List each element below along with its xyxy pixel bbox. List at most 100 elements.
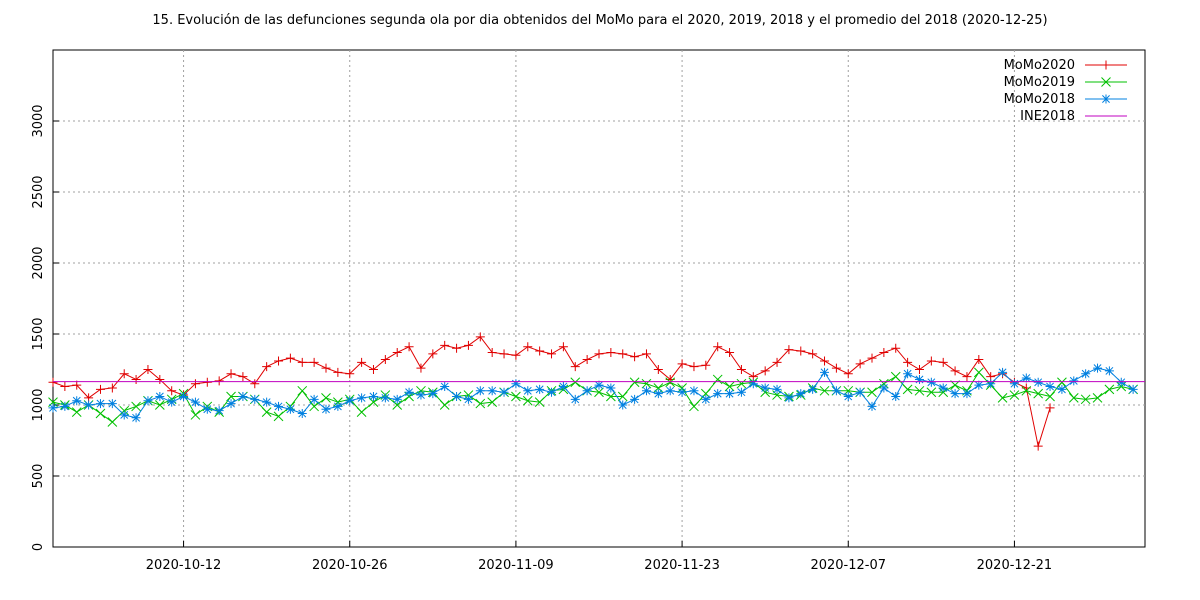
data-point — [392, 347, 402, 357]
data-point — [321, 404, 331, 414]
data-point — [725, 389, 735, 399]
data-point — [1033, 388, 1044, 399]
data-point — [796, 346, 806, 356]
data-point — [226, 369, 236, 379]
data-point — [808, 384, 818, 394]
data-point — [677, 387, 687, 397]
data-point — [463, 394, 473, 404]
data-point — [452, 343, 462, 353]
data-point — [190, 397, 200, 407]
data-point — [831, 386, 841, 396]
data-point — [630, 352, 640, 362]
data-point — [499, 387, 509, 397]
x-tick-label: 2020-12-21 — [977, 558, 1053, 573]
legend-label: INE2018 — [1020, 109, 1075, 124]
data-point — [119, 369, 129, 379]
data-point — [297, 385, 308, 396]
data-point — [523, 386, 533, 396]
series-line — [52, 371, 1134, 423]
data-point — [357, 357, 367, 367]
data-point — [368, 365, 378, 374]
data-point — [428, 389, 438, 399]
data-point — [262, 397, 272, 407]
data-point — [594, 387, 604, 398]
data-point — [867, 353, 877, 363]
data-point — [701, 394, 711, 404]
data-point — [713, 389, 723, 399]
data-point — [570, 362, 580, 372]
data-point — [72, 380, 82, 390]
data-point — [606, 391, 616, 402]
x-tick-label: 2020-11-09 — [478, 558, 554, 573]
data-point — [131, 413, 141, 423]
data-point — [950, 366, 960, 376]
data-point — [333, 401, 343, 411]
data-point — [1021, 385, 1032, 396]
data-point — [428, 349, 438, 359]
data-point — [1021, 373, 1031, 383]
data-point — [72, 396, 82, 406]
data-point — [736, 378, 747, 389]
data-point — [1009, 390, 1020, 400]
data-point — [167, 386, 177, 396]
data-point — [309, 394, 319, 404]
data-point — [689, 386, 699, 396]
data-point — [522, 395, 533, 406]
x-tick-label: 2020-11-23 — [644, 558, 720, 573]
data-point — [238, 391, 248, 401]
y-tick-label: 1000 — [31, 388, 46, 421]
data-point — [274, 356, 284, 366]
data-point — [95, 399, 105, 409]
data-point — [285, 353, 295, 363]
data-point — [547, 349, 557, 359]
data-point — [998, 367, 1008, 377]
data-point — [606, 347, 616, 357]
data-point — [630, 394, 640, 404]
data-point — [558, 382, 568, 392]
data-point — [534, 397, 545, 408]
legend-marker — [1101, 60, 1111, 70]
data-point — [641, 386, 651, 396]
data-point — [914, 365, 924, 374]
data-point — [570, 377, 581, 388]
data-point — [190, 410, 201, 420]
data-point — [689, 362, 699, 372]
data-point — [1092, 393, 1103, 403]
data-point — [820, 356, 830, 366]
data-point — [154, 400, 165, 410]
data-point — [535, 384, 545, 394]
legend-marker — [1101, 94, 1111, 104]
data-point — [618, 349, 628, 359]
data-point — [1068, 393, 1079, 403]
data-point — [653, 389, 663, 399]
data-point — [1033, 441, 1043, 451]
data-point — [760, 383, 770, 393]
data-point — [986, 379, 996, 389]
data-point — [143, 396, 153, 406]
data-point — [606, 383, 616, 393]
data-point — [962, 389, 972, 399]
data-point — [808, 349, 818, 359]
data-point — [547, 387, 557, 397]
data-point — [321, 363, 331, 373]
data-point — [903, 369, 913, 379]
data-point — [273, 411, 284, 422]
data-point — [582, 355, 592, 365]
data-point — [321, 393, 331, 403]
data-point — [190, 379, 200, 389]
data-point — [131, 374, 141, 384]
data-point — [368, 391, 378, 401]
data-point — [511, 391, 521, 402]
data-point — [535, 346, 545, 356]
data-point — [380, 393, 390, 403]
data-point — [1009, 379, 1019, 389]
data-point — [48, 403, 58, 413]
data-point — [1045, 391, 1055, 402]
data-point — [926, 356, 936, 366]
chart-title: 15. Evolución de las defunciones segunda… — [152, 13, 1047, 28]
data-point — [297, 357, 307, 367]
data-point — [974, 380, 984, 390]
data-point — [155, 391, 165, 401]
data-point — [653, 365, 663, 374]
